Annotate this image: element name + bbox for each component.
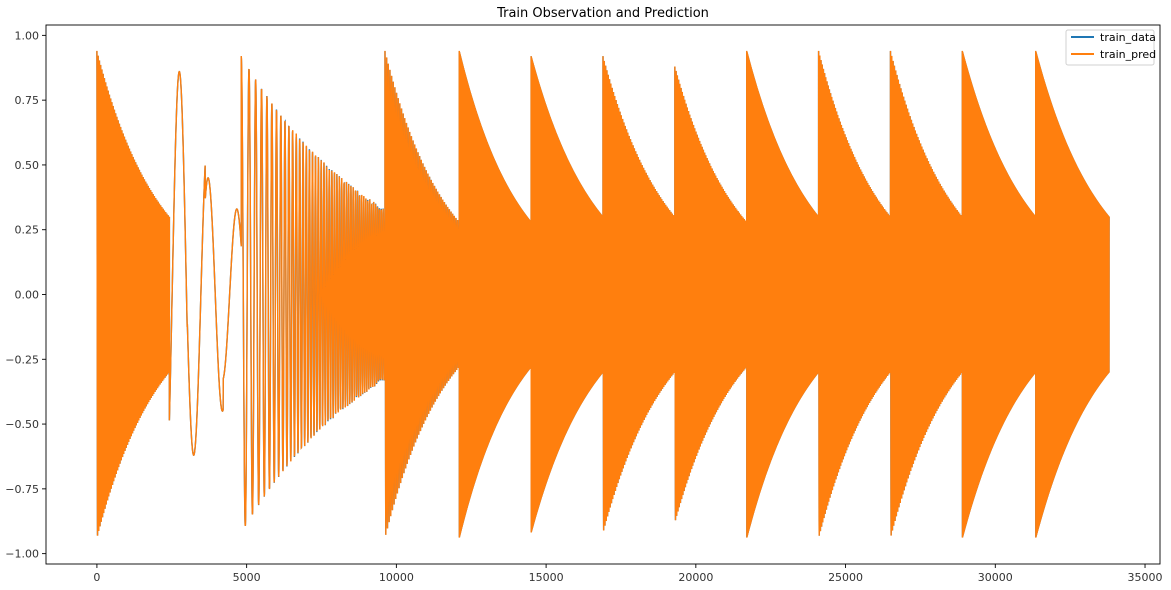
y-tick-label: 0.25 — [15, 224, 40, 237]
x-tick-label: 30000 — [978, 571, 1013, 584]
x-tick-label: 25000 — [828, 571, 863, 584]
x-tick-label: 20000 — [678, 571, 713, 584]
plot-area — [45, 24, 1161, 565]
y-tick-label: −0.75 — [5, 483, 39, 496]
chart-title: Train Observation and Prediction — [496, 6, 709, 21]
legend: train_data train_pred — [1065, 29, 1156, 66]
x-tick-label: 10000 — [379, 571, 414, 584]
x-tick-label: 15000 — [529, 571, 564, 584]
x-tick-label: 0 — [93, 571, 100, 584]
y-tick-label: 0.75 — [15, 94, 40, 107]
x-axis: 0 5000 10000 15000 20000 25000 30000 35000 — [93, 564, 1163, 584]
legend-label-train-pred: train_pred — [1100, 48, 1156, 61]
legend-box — [1065, 29, 1155, 66]
y-tick-label: −0.25 — [5, 353, 39, 366]
y-tick-label: −1.00 — [5, 548, 39, 561]
x-tick-label: 35000 — [1128, 571, 1163, 584]
x-tick-label: 5000 — [233, 571, 261, 584]
y-tick-label: 0.00 — [15, 289, 40, 302]
y-tick-label: −0.50 — [5, 418, 39, 431]
y-tick-label: 1.00 — [15, 29, 40, 42]
y-tick-label: 0.50 — [15, 159, 40, 172]
series-line-train-pred — [96, 50, 1110, 538]
legend-label-train-data: train_data — [1100, 31, 1156, 44]
y-axis: −1.00 −0.75 −0.50 −0.25 0.00 0.25 0.50 0.75 1.00 — [5, 29, 46, 561]
